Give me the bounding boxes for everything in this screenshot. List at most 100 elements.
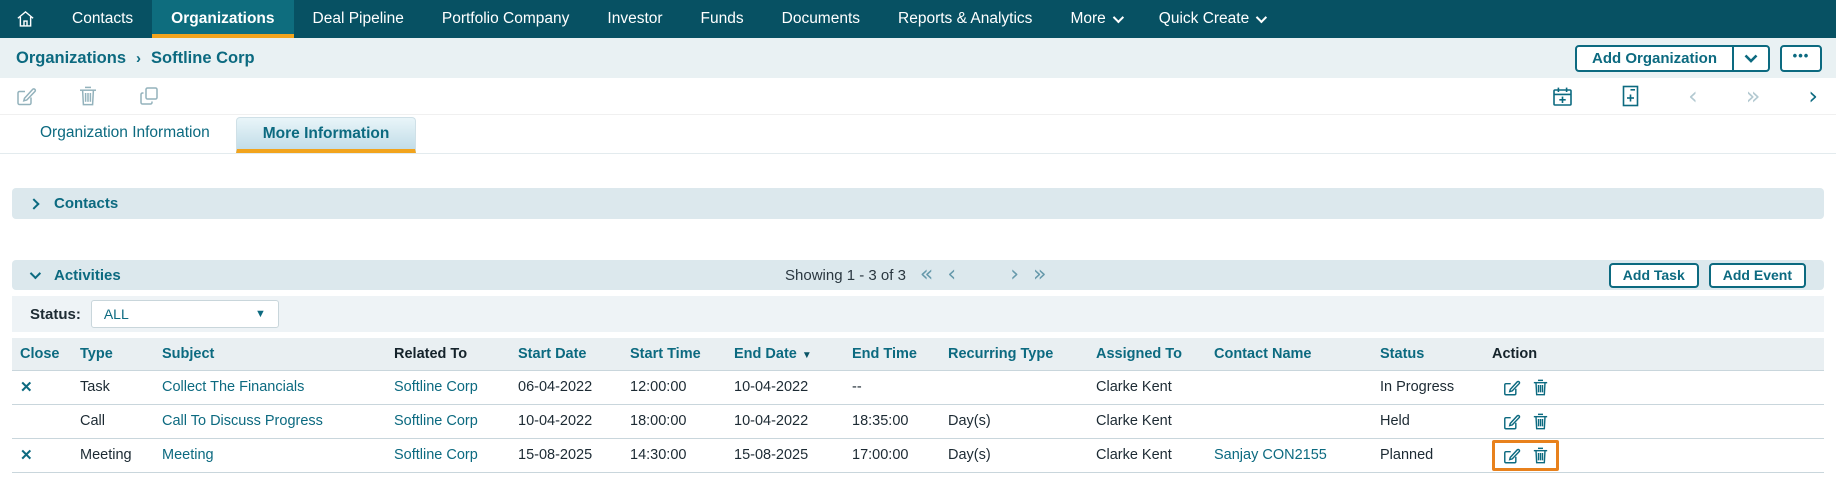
activities-collapse-toggle[interactable]: Activities xyxy=(29,267,121,284)
next-page-button[interactable]: › xyxy=(1010,262,1020,287)
last-page-button[interactable]: » xyxy=(1033,262,1047,287)
subject-link[interactable]: Meeting xyxy=(162,447,214,463)
record-toolbar: ‹ » › xyxy=(0,78,1836,114)
nav-item-reports-analytics[interactable]: Reports & Analytics xyxy=(898,10,1033,27)
sort-desc-icon: ▼ xyxy=(801,349,812,361)
cell-start-date: 06-04-2022 xyxy=(518,379,593,395)
breadcrumb: Organizations › Softline Corp xyxy=(16,49,255,68)
tab-organization-information[interactable]: Organization Information xyxy=(40,124,210,141)
nav-item-more[interactable]: More xyxy=(1051,0,1139,38)
breadcrumb-current: Softline Corp xyxy=(151,48,255,67)
trash-icon xyxy=(79,86,97,106)
nav-item-contacts[interactable]: Contacts xyxy=(72,10,134,27)
nav-item-funds[interactable]: Funds xyxy=(700,10,744,27)
col-header-end-time[interactable]: End Time xyxy=(852,345,917,362)
cell-end-date: 15-08-2025 xyxy=(734,447,809,463)
previous-page-button[interactable]: ‹ xyxy=(947,262,957,287)
col-header-status[interactable]: Status xyxy=(1380,345,1425,362)
edit-activity-button[interactable] xyxy=(1503,413,1521,430)
action-box xyxy=(1492,406,1559,437)
col-header-close: Close xyxy=(20,345,60,362)
cell-recurring-type: Day(s) xyxy=(948,413,991,429)
col-header-action: Action xyxy=(1492,345,1538,362)
home-button[interactable] xyxy=(0,0,53,38)
chevron-down-icon xyxy=(1744,54,1758,63)
cell-start-time: 12:00:00 xyxy=(630,379,687,395)
chevron-right-icon xyxy=(28,197,40,210)
activities-pagination: Showing 1 - 3 of 3 « ‹ › » xyxy=(785,264,1046,286)
nav-item-quick-create[interactable]: Quick Create xyxy=(1140,0,1283,38)
add-task-button[interactable]: Add Task xyxy=(1608,262,1699,288)
cell-start-date: 10-04-2022 xyxy=(518,413,593,429)
status-filter-label: Status: xyxy=(30,305,81,323)
activities-table-wrap: Close Type Subject Related To Start Date… xyxy=(12,338,1824,473)
nav-item-investor[interactable]: Investor xyxy=(607,10,663,27)
toolbar-right: ‹ » › xyxy=(1552,84,1818,108)
col-header-start-time[interactable]: Start Time xyxy=(630,345,701,362)
breadcrumb-separator: › xyxy=(136,49,142,67)
col-header-start-date[interactable]: Start Date xyxy=(518,345,587,362)
delete-activity-button[interactable] xyxy=(1533,379,1548,396)
contacts-section-header[interactable]: Contacts xyxy=(12,188,1824,219)
nav-item-deal-pipeline[interactable]: Deal Pipeline xyxy=(312,10,404,27)
contact-name-link[interactable]: Sanjay CON2155 xyxy=(1214,447,1327,463)
chevron-down-icon: ▼ xyxy=(254,308,266,320)
previous-record-button[interactable]: ‹ xyxy=(1688,82,1698,110)
header-actions: Add Organization ••• xyxy=(1575,44,1822,72)
col-header-type[interactable]: Type xyxy=(80,345,113,362)
delete-activity-button[interactable] xyxy=(1533,413,1548,430)
chevron-down-icon xyxy=(1255,11,1268,24)
clone-record-button[interactable] xyxy=(139,86,159,106)
edit-record-button[interactable] xyxy=(16,86,37,106)
col-header-subject[interactable]: Subject xyxy=(162,345,215,362)
cell-assigned-to: Clarke Kent xyxy=(1096,379,1172,395)
table-row: ✕ Task Collect The Financials Softline C… xyxy=(12,370,1824,404)
nav-item-documents[interactable]: Documents xyxy=(781,10,861,27)
cell-type: Call xyxy=(80,413,105,429)
subject-link[interactable]: Call To Discuss Progress xyxy=(162,413,323,429)
first-page-button[interactable]: « xyxy=(919,262,934,287)
nav-item-portfolio-company[interactable]: Portfolio Company xyxy=(441,10,570,27)
col-header-recurring-type[interactable]: Recurring Type xyxy=(948,345,1054,362)
skip-forward-button[interactable]: » xyxy=(1745,82,1761,110)
breadcrumb-organizations[interactable]: Organizations xyxy=(16,48,127,67)
cell-start-time: 18:00:00 xyxy=(630,413,687,429)
task-add-icon xyxy=(1621,85,1640,107)
add-calendar-event-button[interactable] xyxy=(1552,86,1573,107)
more-options-button[interactable]: ••• xyxy=(1780,44,1822,72)
table-row: Call Call To Discuss Progress Softline C… xyxy=(12,404,1824,438)
related-to-link[interactable]: Softline Corp xyxy=(394,447,478,463)
col-header-end-date[interactable]: End Date ▼ xyxy=(734,345,812,362)
activities-table: Close Type Subject Related To Start Date… xyxy=(12,338,1824,473)
related-to-link[interactable]: Softline Corp xyxy=(394,379,478,395)
cell-recurring-type: Day(s) xyxy=(948,447,991,463)
add-task-note-button[interactable] xyxy=(1621,85,1640,107)
tab-more-information[interactable]: More Information xyxy=(235,117,417,153)
close-activity-button[interactable]: ✕ xyxy=(20,379,33,396)
next-record-button[interactable]: › xyxy=(1808,82,1818,110)
add-organization-button[interactable]: Add Organization xyxy=(1592,49,1717,67)
status-filter-value: ALL xyxy=(103,306,129,322)
subject-link[interactable]: Collect The Financials xyxy=(162,379,305,395)
edit-icon xyxy=(1503,413,1521,430)
add-organization-dropdown-button[interactable] xyxy=(1732,46,1768,70)
delete-activity-button[interactable] xyxy=(1533,447,1548,464)
action-box xyxy=(1492,372,1559,403)
edit-activity-button[interactable] xyxy=(1503,447,1521,464)
add-event-button[interactable]: Add Event xyxy=(1708,262,1806,288)
clone-icon xyxy=(139,86,159,106)
pagination-summary: Showing 1 - 3 of 3 xyxy=(785,266,906,284)
cell-assigned-to: Clarke Kent xyxy=(1096,447,1172,463)
edit-activity-button[interactable] xyxy=(1503,379,1521,396)
cell-recurring-type xyxy=(940,370,1088,404)
nav-item-organizations[interactable]: Organizations xyxy=(152,0,294,38)
col-header-assigned-to[interactable]: Assigned To xyxy=(1096,345,1182,362)
delete-record-button[interactable] xyxy=(79,86,97,106)
toolbar-left xyxy=(16,86,159,106)
close-activity-button[interactable]: ✕ xyxy=(20,447,33,464)
related-to-link[interactable]: Softline Corp xyxy=(394,413,478,429)
cell-start-time: 14:30:00 xyxy=(630,447,687,463)
cell-end-time: 17:00:00 xyxy=(852,447,909,463)
col-header-contact-name[interactable]: Contact Name xyxy=(1214,345,1312,362)
status-filter-select[interactable]: ALL ▼ xyxy=(90,300,279,328)
